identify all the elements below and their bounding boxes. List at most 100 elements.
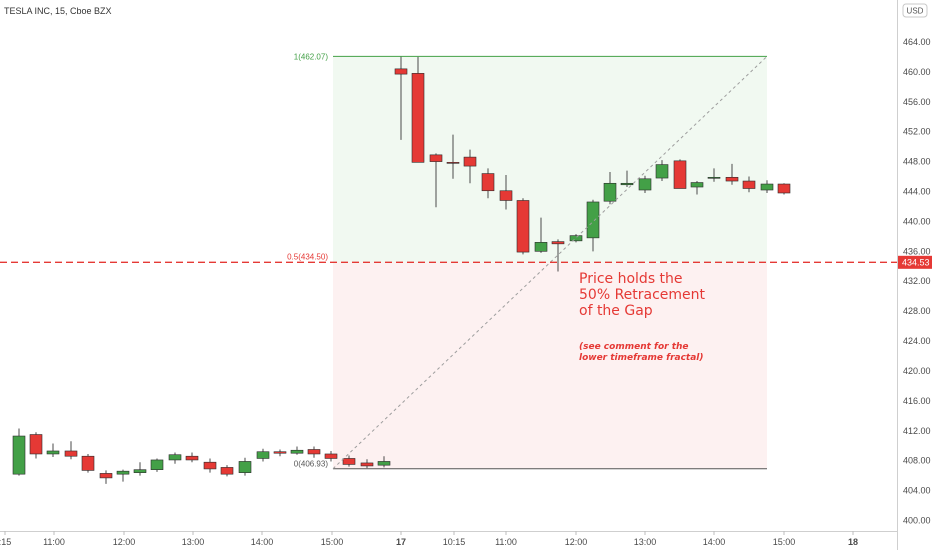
candle [742,176,756,193]
price-tick-label: 452.00 [903,127,931,137]
candle-body-down [394,68,408,75]
candle [499,175,513,210]
time-tick-label: 11:00 [43,537,65,547]
time-tick-label: 13:00 [182,537,205,547]
time-tick-label: 14:00 [251,537,274,547]
candle-body-up [168,454,182,461]
price-tick-label: 444.00 [903,187,931,197]
candle [725,163,739,185]
price-tick-label: 432.00 [903,276,931,286]
candle [150,458,164,472]
price-tick-label: 424.00 [903,336,931,346]
candle [411,56,425,163]
candle-body-down [742,180,756,189]
candle [324,450,338,462]
price-tick-label: 400.00 [903,516,931,526]
candle [446,134,460,179]
candle [133,462,147,476]
retracement-zone-lower [333,262,767,469]
candle [185,452,199,463]
candle-body-up [569,235,583,242]
price-tick-label: 440.00 [903,216,931,226]
price-tick-label: 420.00 [903,366,931,376]
candle-body-down [29,434,43,455]
fib-level-1-label: 1(462.07) [294,52,329,61]
candle-body-down [725,176,739,182]
candle-body-up [150,459,164,470]
candle [516,198,530,255]
candle-body-up [655,164,669,179]
candle [760,180,774,193]
annotation-main: Price holds the 50% Retracement of the Gap [579,271,706,319]
fib-level-05-label: 0.5(434.50) [287,253,328,262]
candle [569,234,583,243]
candle [81,453,95,473]
candle-body-down [220,467,234,475]
price-axis[interactable]: 400.00 404.00 408.00 412.00 416.00 420.00 424.… [897,0,931,550]
candle-body-down [551,241,565,245]
time-axis[interactable]: :15 11:00 12:00 13:00 14:00 15:00 17 10:15 11:00… [0,531,897,547]
candle [377,456,391,468]
currency-badge[interactable]: USD [902,3,928,18]
price-tick-label: 436.00 [903,246,931,256]
candle [777,183,791,195]
price-tick-label: 428.00 [903,306,931,316]
price-tick-label: 456.00 [903,97,931,107]
candle-body-up [690,182,704,188]
time-tick-label: 13:00 [634,537,657,547]
candle [290,446,304,455]
annotation-sub: (see comment for the lower timeframe frac… [579,342,704,363]
candle [99,470,113,484]
candle-body-down [777,183,791,194]
time-tick-label: 15:00 [321,537,344,547]
annotation-main-line: of the Gap [579,303,653,319]
price-tick-label: 412.00 [903,426,931,436]
candle-body-up [707,176,721,179]
price-tick-label: 416.00 [903,396,931,406]
candle [655,160,669,182]
candle-body-down [273,451,287,454]
time-tick-label: 10:15 [443,537,466,547]
candle [620,170,634,188]
time-tick-label: 17 [396,537,406,547]
candle-body-up [534,242,548,252]
candle-body-up [238,461,252,473]
candle [463,149,477,184]
price-tick-label: 404.00 [903,486,931,496]
candle [29,432,43,459]
fib-level-0-label: 0(406.93) [294,460,329,469]
candle [707,168,721,182]
candle [551,239,565,272]
candle-body-down [516,200,530,253]
candle-body-up [256,451,270,459]
candle [238,457,252,476]
candle-body-down [342,458,356,465]
candle-body-down [203,461,217,470]
candle-body-up [620,182,634,186]
candle [603,172,617,205]
time-tick-label: 18 [848,537,858,547]
candle-body-down [429,154,443,162]
candle-body-down [499,190,513,201]
candle [273,449,287,457]
candle [256,448,270,462]
last-price-tag-value: 434.53 [902,257,930,267]
price-tick-label: 408.00 [903,456,931,466]
candle [116,469,130,482]
candle [342,455,356,467]
candle-body-down [324,453,338,459]
candle [360,459,374,469]
currency-label: USD [907,7,924,16]
candle [46,443,60,457]
last-price-tag-box [898,255,932,269]
candle-body-down [360,462,374,467]
candle [168,452,182,464]
chart-title: TESLA INC, 15, Cboe BZX [4,6,112,16]
time-tick-label: 12:00 [113,537,136,547]
candle-body-down [64,450,78,457]
candle-body-down [463,156,477,167]
annotation-sub-line: (see comment for the [579,342,689,352]
retracement-zone-upper [333,56,767,263]
candle [307,446,321,458]
